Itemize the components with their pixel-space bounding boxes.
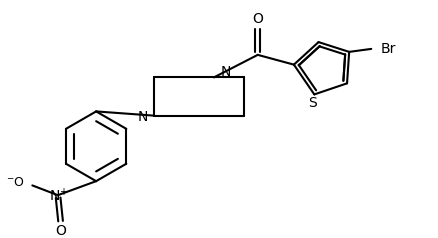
Text: N$^{+}$: N$^{+}$ bbox=[49, 187, 68, 204]
Text: O: O bbox=[55, 224, 66, 238]
Text: Br: Br bbox=[381, 42, 396, 56]
Text: S: S bbox=[308, 96, 317, 110]
Text: O: O bbox=[252, 12, 263, 26]
Text: N: N bbox=[138, 109, 148, 124]
Text: $^{-}$O: $^{-}$O bbox=[6, 175, 25, 188]
Text: N: N bbox=[220, 65, 231, 79]
